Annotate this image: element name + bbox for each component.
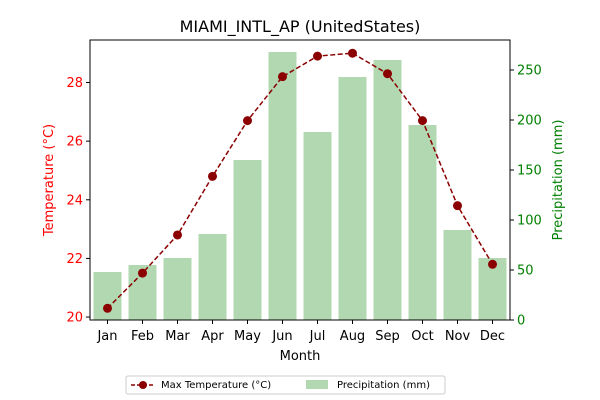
x-tick-label-feb: Feb [131, 329, 154, 344]
x-tick-label-jun: Jun [271, 329, 292, 344]
y-right-tick-label: 250 [517, 64, 542, 79]
temperature-point-may [243, 116, 252, 126]
legend-precipitation-label: Precipitation (mm) [337, 380, 430, 391]
temperature-point-mar [173, 230, 182, 240]
legend: Max Temperature (°C) Precipitation (mm) [125, 375, 446, 395]
precipitation-bar-jan [93, 272, 122, 320]
y-left-tick-label: 24 [66, 193, 83, 208]
temperature-point-aug [348, 48, 357, 58]
y-left-tick-label: 22 [66, 252, 83, 267]
y-left-tick-label: 26 [66, 135, 83, 150]
x-tick-label-may: May [234, 329, 261, 344]
precipitation-bar-apr [198, 234, 227, 320]
precipitation-bar-jul [303, 132, 332, 320]
precipitation-bar-oct [408, 125, 437, 320]
temperature-point-jun [278, 72, 287, 82]
x-tick-label-aug: Aug [340, 329, 365, 344]
y-right-tick-label: 100 [517, 214, 542, 229]
y-left-tick-label: 28 [66, 76, 83, 91]
y-axis-right-label: Precipitation (mm) [551, 120, 566, 241]
x-tick-label-apr: Apr [201, 329, 224, 344]
temperature-point-feb [138, 268, 147, 278]
y-right-tick-label: 50 [517, 264, 534, 279]
chart-title: MIAMI_INTL_AP (UnitedStates) [180, 17, 421, 37]
x-tick-label-mar: Mar [165, 329, 190, 344]
precipitation-bars [93, 52, 507, 320]
plot-frame [89, 39, 511, 321]
precipitation-bar-jun [268, 52, 297, 320]
y-right-tick-label: 200 [517, 114, 542, 129]
precipitation-bar-may [233, 160, 262, 320]
legend-precipitation-swatch [306, 380, 328, 389]
legend-temperature-marker-swatch [139, 381, 147, 389]
temperature-line-layer [103, 48, 497, 313]
axes: Jan Feb Mar Apr May Jun Jul Aug Sep Oct Nov Dec 20 22… [66, 39, 542, 344]
legend-temperature-label: Max Temperature (°C) [161, 380, 271, 391]
x-tick-label-dec: Dec [480, 329, 505, 344]
temperature-point-apr [208, 171, 217, 181]
precipitation-bar-nov [443, 230, 472, 320]
precipitation-bar-sep [373, 60, 402, 320]
x-tick-label-jul: Jul [309, 329, 326, 344]
y-right-tick-label: 150 [517, 164, 542, 179]
x-tick-label-jan: Jan [96, 329, 117, 344]
x-tick-label-nov: Nov [445, 329, 471, 344]
x-tick-label-oct: Oct [411, 329, 433, 344]
precipitation-bar-mar [163, 258, 192, 320]
temperature-point-jan [103, 303, 112, 313]
temperature-line [106, 52, 494, 309]
y-right-tick-label: 0 [517, 314, 525, 329]
temperature-point-oct [418, 116, 427, 126]
x-tick-label-sep: Sep [375, 329, 400, 344]
y-axis-left-label: Temperature (°C) [42, 124, 57, 237]
temperature-point-sep [383, 69, 392, 79]
precipitation-bar-aug [338, 77, 367, 320]
y-left-tick-label: 20 [66, 311, 83, 326]
temperature-point-nov [453, 201, 462, 211]
x-axis-label: Month [280, 349, 321, 364]
temperature-point-jul [313, 51, 322, 61]
legend-frame [125, 375, 446, 395]
temperature-point-dec [488, 259, 497, 269]
